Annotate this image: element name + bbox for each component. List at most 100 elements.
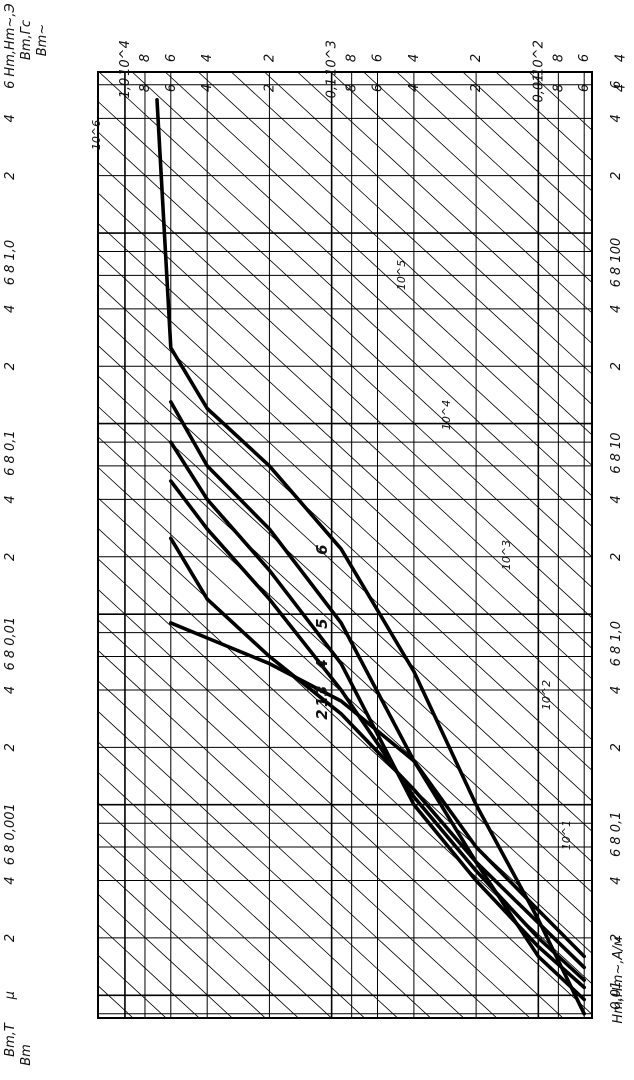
permeability-line — [528, 72, 592, 131]
tick-b-gauss: 8 — [138, 54, 153, 62]
curve-label-3: 3 — [313, 686, 331, 696]
tick-b-gauss: 10^3 — [325, 40, 340, 76]
grid — [98, 72, 592, 1018]
permeability-line — [0, 72, 1, 1018]
tick-b-tesla: 8 — [345, 84, 360, 92]
tick-h-oe: 6 — [3, 81, 18, 89]
permeability-line — [396, 72, 592, 253]
tick-b-gauss: 4 — [200, 54, 215, 62]
tick-h-oe: 4 — [3, 876, 18, 884]
curve-6 — [155, 98, 586, 1016]
permeability-line — [131, 72, 592, 497]
permeability-label: 10^2 — [540, 680, 553, 710]
tick-b-gauss: 6 — [164, 54, 179, 62]
curve-label-6: 6 — [313, 544, 331, 554]
tick-h-am: 6 8 100 — [609, 238, 624, 288]
axis-title-bm: Bm — [19, 1044, 34, 1066]
tick-h-am: 2 — [609, 553, 624, 561]
tick-h-am: 6 8 0,1 — [609, 812, 624, 857]
tick-b-tesla: 6 — [577, 84, 592, 92]
permeability-line — [231, 72, 592, 406]
series-curves: 1 2 3 4 5 6 — [155, 98, 586, 1016]
permeability-line — [264, 72, 592, 375]
tick-b-tesla: 0,01 — [531, 74, 546, 103]
tick-h-oe: μ — [3, 991, 18, 1000]
tick-h-am: 2 — [609, 743, 624, 751]
permeability-line — [98, 222, 592, 680]
tick-h-am: 4 — [609, 114, 624, 122]
permeability-line — [98, 710, 431, 1018]
curve-label-2: 2 — [313, 709, 331, 719]
tick-b-gauss: 10^2 — [531, 40, 546, 76]
permeability-line — [98, 283, 592, 741]
axis-title-gs: Bm,Гс — [19, 20, 34, 60]
tick-labels: 1,086420,186420,01864210^4864210^3864210… — [3, 3, 629, 1066]
tick-h-oe: 6 8 0,1 — [3, 430, 18, 475]
tick-h-oe: 4 — [3, 114, 18, 122]
permeability-line — [98, 619, 531, 1018]
tick-b-tesla: 0,1 — [325, 78, 340, 99]
permeability-line — [98, 558, 592, 1015]
tick-b-tesla: 4 — [614, 84, 629, 92]
permeability-label: 10^4 — [440, 400, 453, 430]
permeability-line — [198, 72, 592, 436]
permeability-line — [98, 131, 592, 588]
axis-title-bt: Bm,T — [3, 1022, 18, 1057]
curve-2 — [169, 536, 586, 970]
plot-frame — [97, 71, 593, 1019]
permeability-line — [98, 436, 592, 893]
permeability-line — [98, 954, 167, 1018]
tick-h-oe: 4 — [3, 495, 18, 503]
tick-b-gauss: 2 — [262, 54, 277, 62]
tick-b-tesla: 4 — [200, 84, 215, 92]
tick-h-am: 2 — [609, 362, 624, 370]
permeability-line — [429, 72, 592, 223]
tick-b-tesla: 8 — [138, 84, 153, 92]
tick-h-am: 2 — [609, 934, 624, 942]
tick-b-gauss: 2 — [469, 54, 484, 62]
curve-4 — [169, 440, 586, 990]
tick-b-gauss: 6 — [577, 54, 592, 62]
tick-h-oe: 6 8 0,01 — [3, 617, 18, 671]
permeability-line — [98, 344, 592, 802]
tick-h-am: 6 8 10 — [609, 432, 624, 473]
axis-title-bm-tilde: Bm~ — [35, 24, 50, 56]
tick-b-gauss: 4 — [614, 54, 629, 62]
tick-h-am: 0,01 — [609, 981, 624, 1010]
permeability-line — [98, 649, 498, 1018]
permeability-line — [0, 72, 67, 1018]
tick-h-am: 6 — [609, 81, 624, 89]
tick-h-oe: 6 8 0,001 — [3, 803, 18, 865]
tick-b-tesla: 2 — [469, 84, 484, 92]
permeability-line — [98, 1015, 101, 1018]
tick-h-oe: 2 — [3, 743, 18, 751]
axis-title-oe: Hm,Hm~,Э — [3, 3, 18, 76]
tick-h-oe: 4 — [3, 686, 18, 694]
permeability-line — [0, 72, 34, 1018]
permeability-line — [98, 680, 465, 1018]
permeability-line — [98, 314, 592, 771]
tick-b-gauss: 8 — [551, 54, 566, 62]
tick-b-tesla: 8 — [551, 84, 566, 92]
tick-h-am: 2 — [609, 172, 624, 180]
curve-label-1: 1 — [313, 697, 331, 707]
curve-label-4: 4 — [313, 659, 331, 670]
permeability-label: 10^5 — [395, 260, 408, 290]
curve-3 — [169, 479, 586, 982]
tick-h-am: 4 — [609, 495, 624, 503]
tick-b-gauss: 6 — [370, 54, 385, 62]
tick-h-oe: 2 — [3, 934, 18, 942]
permeability-line — [164, 72, 592, 467]
tick-h-am: 6 8 1,0 — [609, 621, 624, 666]
permeability-line — [98, 863, 266, 1018]
permeability-line — [98, 72, 592, 527]
permeability-line — [98, 741, 398, 1018]
tick-b-tesla: 2 — [262, 84, 277, 92]
permeability-line — [98, 771, 365, 1018]
permeability-line — [297, 72, 592, 345]
tick-h-oe: 6 8 1,0 — [3, 240, 18, 285]
tick-b-gauss: 10^4 — [118, 40, 133, 76]
permeability-label: 10^1 — [560, 820, 573, 850]
tick-h-am: 4 — [609, 686, 624, 694]
tick-b-tesla: 1,0 — [118, 78, 133, 99]
